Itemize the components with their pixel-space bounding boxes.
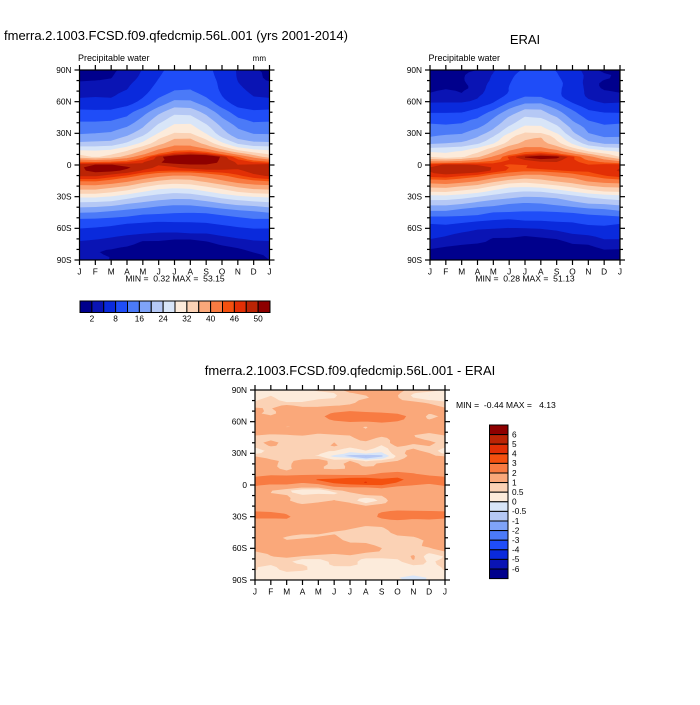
svg-text:0: 0: [512, 497, 517, 507]
svg-text:A: A: [124, 267, 130, 277]
svg-text:J: J: [267, 267, 271, 277]
svg-text:MIN = -0.44 MAX = 4.13: MIN = -0.44 MAX = 4.13: [456, 400, 556, 410]
svg-text:F: F: [93, 267, 98, 277]
svg-text:O: O: [219, 267, 226, 277]
svg-text:D: D: [426, 587, 432, 597]
svg-text:J: J: [618, 267, 622, 277]
svg-text:30S: 30S: [232, 512, 247, 522]
svg-text:N: N: [410, 587, 416, 597]
svg-text:J: J: [523, 267, 527, 277]
svg-text:-5: -5: [512, 554, 520, 564]
svg-text:M: M: [283, 587, 290, 597]
svg-text:S: S: [379, 587, 385, 597]
svg-text:1: 1: [512, 477, 517, 487]
svg-text:D: D: [251, 267, 257, 277]
svg-text:J: J: [443, 587, 447, 597]
svg-text:J: J: [172, 267, 176, 277]
svg-text:30N: 30N: [407, 128, 422, 138]
svg-text:40: 40: [206, 314, 216, 324]
svg-text:90N: 90N: [232, 385, 247, 395]
svg-text:8: 8: [113, 314, 118, 324]
svg-text:fmerra.2.1003.FCSD.f09.qfedcmi: fmerra.2.1003.FCSD.f09.qfedcmip.56L.001 …: [4, 28, 348, 43]
svg-text:-3: -3: [512, 535, 520, 545]
svg-text:O: O: [394, 587, 401, 597]
svg-text:-0.5: -0.5: [512, 506, 527, 516]
svg-text:30S: 30S: [57, 192, 72, 202]
svg-text:0: 0: [417, 160, 422, 170]
svg-text:4: 4: [512, 449, 517, 459]
svg-text:16: 16: [135, 314, 145, 324]
svg-text:F: F: [268, 587, 273, 597]
svg-text:A: A: [538, 267, 544, 277]
svg-text:S: S: [554, 267, 560, 277]
svg-text:MIN = 0.28 MAX = 51.13: MIN = 0.28 MAX = 51.13: [475, 274, 575, 284]
svg-text:46: 46: [230, 314, 240, 324]
svg-text:A: A: [363, 587, 369, 597]
svg-text:J: J: [77, 267, 81, 277]
svg-text:M: M: [490, 267, 497, 277]
svg-text:0.5: 0.5: [512, 487, 524, 497]
svg-text:J: J: [348, 587, 352, 597]
svg-text:60S: 60S: [232, 543, 247, 553]
svg-text:60S: 60S: [57, 223, 72, 233]
svg-text:A: A: [475, 267, 481, 277]
svg-text:90S: 90S: [407, 255, 422, 265]
svg-text:N: N: [235, 267, 241, 277]
svg-text:fmerra.2.1003.FCSD.f09.qfedcmi: fmerra.2.1003.FCSD.f09.qfedcmip.56L.001 …: [205, 363, 495, 378]
svg-text:60N: 60N: [232, 417, 247, 427]
svg-text:5: 5: [512, 439, 517, 449]
svg-text:N: N: [585, 267, 591, 277]
svg-text:D: D: [601, 267, 607, 277]
svg-text:MIN = 0.32 MAX = 53.15: MIN = 0.32 MAX = 53.15: [125, 274, 225, 284]
svg-text:J: J: [428, 267, 432, 277]
svg-text:ERAI: ERAI: [510, 32, 540, 47]
svg-text:0: 0: [242, 480, 247, 490]
svg-text:2: 2: [512, 468, 517, 478]
svg-text:24: 24: [159, 314, 169, 324]
svg-text:M: M: [315, 587, 322, 597]
svg-text:mm: mm: [253, 54, 267, 63]
svg-text:30S: 30S: [407, 192, 422, 202]
svg-text:O: O: [569, 267, 576, 277]
svg-text:60S: 60S: [407, 223, 422, 233]
svg-text:M: M: [458, 267, 465, 277]
svg-text:S: S: [203, 267, 209, 277]
svg-text:30N: 30N: [56, 128, 71, 138]
svg-text:60N: 60N: [56, 97, 71, 107]
svg-text:30N: 30N: [232, 448, 247, 458]
svg-text:-4: -4: [512, 545, 520, 555]
svg-text:-2: -2: [512, 525, 520, 535]
svg-text:-1: -1: [512, 516, 520, 526]
svg-text:90N: 90N: [56, 65, 71, 75]
svg-text:90S: 90S: [232, 575, 247, 585]
svg-text:90N: 90N: [407, 65, 422, 75]
svg-text:J: J: [332, 587, 336, 597]
svg-text:M: M: [139, 267, 146, 277]
svg-text:Precipitable water: Precipitable water: [429, 53, 501, 63]
svg-text:M: M: [108, 267, 115, 277]
svg-text:J: J: [253, 587, 257, 597]
svg-text:A: A: [300, 587, 306, 597]
svg-text:50: 50: [254, 314, 264, 324]
svg-text:32: 32: [182, 314, 192, 324]
svg-text:-6: -6: [512, 564, 520, 574]
svg-text:A: A: [188, 267, 194, 277]
svg-text:F: F: [443, 267, 448, 277]
svg-text:90S: 90S: [57, 255, 72, 265]
svg-text:J: J: [157, 267, 161, 277]
svg-text:3: 3: [512, 458, 517, 468]
svg-text:2: 2: [90, 314, 95, 324]
svg-text:Precipitable water: Precipitable water: [78, 53, 150, 63]
svg-text:60N: 60N: [407, 97, 422, 107]
svg-text:0: 0: [67, 160, 72, 170]
svg-text:6: 6: [512, 429, 517, 439]
svg-text:J: J: [507, 267, 511, 277]
